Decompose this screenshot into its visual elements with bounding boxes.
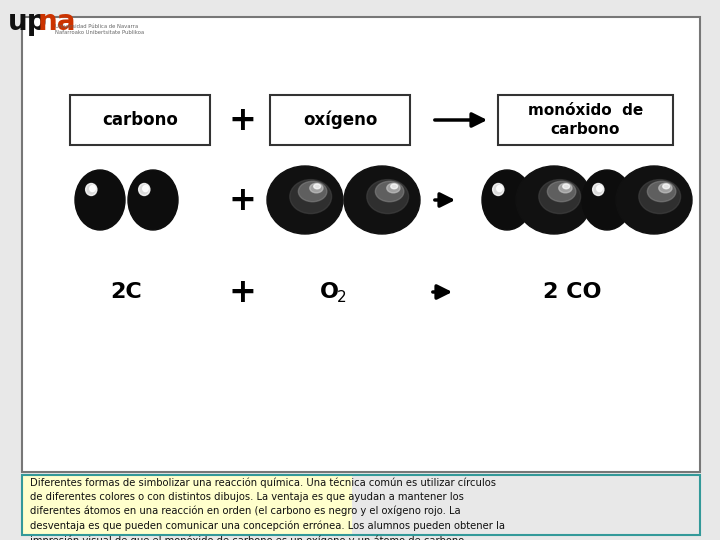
Text: +: + bbox=[228, 104, 256, 137]
Text: +: + bbox=[228, 184, 256, 217]
Ellipse shape bbox=[492, 184, 504, 195]
Ellipse shape bbox=[647, 181, 676, 202]
FancyBboxPatch shape bbox=[22, 475, 352, 535]
Text: up: up bbox=[8, 8, 48, 36]
Text: +: + bbox=[228, 275, 256, 308]
Ellipse shape bbox=[563, 184, 570, 189]
FancyBboxPatch shape bbox=[70, 95, 210, 145]
Ellipse shape bbox=[662, 184, 670, 189]
Ellipse shape bbox=[90, 186, 95, 192]
Ellipse shape bbox=[391, 184, 397, 189]
Text: carbono: carbono bbox=[102, 111, 178, 129]
FancyBboxPatch shape bbox=[498, 95, 673, 145]
Ellipse shape bbox=[375, 181, 404, 202]
Ellipse shape bbox=[267, 166, 343, 234]
Ellipse shape bbox=[344, 166, 420, 234]
Ellipse shape bbox=[516, 166, 592, 234]
Text: monóxido  de
carbono: monóxido de carbono bbox=[528, 103, 643, 137]
Text: 2: 2 bbox=[337, 291, 346, 306]
Ellipse shape bbox=[559, 184, 572, 193]
Text: Diferentes formas de simbolizar una reacción química. Una técnica común es utili: Diferentes formas de simbolizar una reac… bbox=[30, 477, 505, 540]
Ellipse shape bbox=[659, 184, 672, 193]
Ellipse shape bbox=[75, 170, 125, 230]
Text: 2C: 2C bbox=[110, 282, 142, 302]
Ellipse shape bbox=[616, 166, 692, 234]
Ellipse shape bbox=[482, 170, 532, 230]
Ellipse shape bbox=[314, 184, 320, 189]
Ellipse shape bbox=[593, 184, 604, 195]
Ellipse shape bbox=[139, 184, 150, 195]
Ellipse shape bbox=[547, 181, 576, 202]
Ellipse shape bbox=[387, 184, 400, 193]
Ellipse shape bbox=[86, 184, 97, 195]
FancyBboxPatch shape bbox=[22, 17, 700, 472]
Text: oxígeno: oxígeno bbox=[303, 111, 377, 129]
Ellipse shape bbox=[366, 180, 409, 214]
Ellipse shape bbox=[582, 170, 632, 230]
Text: O: O bbox=[320, 282, 339, 302]
Ellipse shape bbox=[289, 180, 332, 214]
Ellipse shape bbox=[143, 186, 148, 192]
Ellipse shape bbox=[298, 181, 327, 202]
Ellipse shape bbox=[597, 186, 602, 192]
Ellipse shape bbox=[539, 180, 580, 214]
Ellipse shape bbox=[128, 170, 178, 230]
Ellipse shape bbox=[310, 184, 323, 193]
Text: na: na bbox=[38, 8, 76, 36]
Ellipse shape bbox=[639, 180, 680, 214]
FancyBboxPatch shape bbox=[270, 95, 410, 145]
Text: Universidad Pública de Navarra
Nafarroako Unibertsitate Publikoa: Universidad Pública de Navarra Nafarroak… bbox=[55, 24, 144, 35]
Ellipse shape bbox=[497, 186, 503, 192]
Text: 2 CO: 2 CO bbox=[543, 282, 601, 302]
